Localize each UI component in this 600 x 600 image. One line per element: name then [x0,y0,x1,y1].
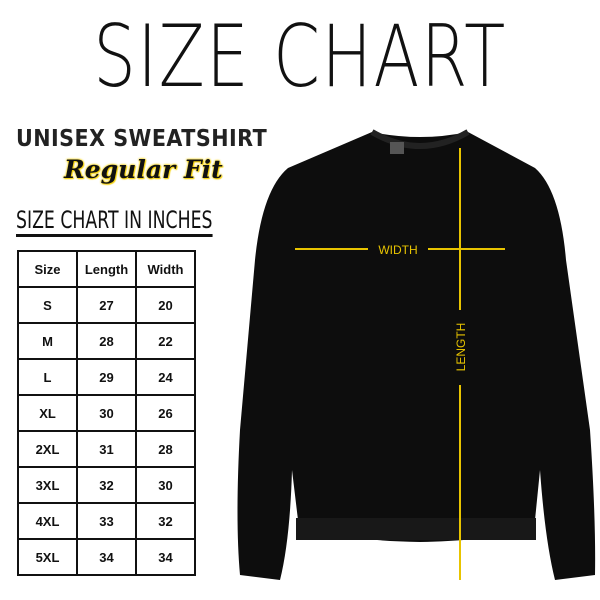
cell-length: 32 [76,466,137,504]
cell-width: 20 [135,286,196,324]
cell-size: 4XL [17,502,78,540]
table-row: S 27 20 [17,286,196,324]
table-row: M 28 22 [17,322,196,360]
table-row: XL 30 26 [17,394,196,432]
collar [370,129,470,149]
length-label: LENGTH [454,323,468,372]
table-row: 3XL 32 30 [17,466,196,504]
sweatshirt-image [237,132,596,580]
header-size: Size [17,250,78,288]
header-length: Length [76,250,137,288]
cell-width: 32 [135,502,196,540]
cell-width: 30 [135,466,196,504]
cell-size: 5XL [17,538,78,576]
table-row: L 29 24 [17,358,196,396]
cell-length: 33 [76,502,137,540]
cell-width: 24 [135,358,196,396]
neck-label [390,142,404,154]
cell-size: 2XL [17,430,78,468]
cell-size: L [17,358,78,396]
table-row: 4XL 33 32 [17,502,196,540]
table-row: 5XL 34 34 [17,538,196,576]
cell-length: 27 [76,286,137,324]
product-name: UNISEX SWEATSHIRT [16,126,268,152]
size-table: Size Length Width S 27 20 M 28 22 L 29 24 XL 30 26 2… [17,250,196,576]
cell-length: 34 [76,538,137,576]
width-label: WIDTH [378,243,417,257]
cell-length: 28 [76,322,137,360]
cell-width: 34 [135,538,196,576]
cell-width: 22 [135,322,196,360]
fit-label: Regular Fit [64,155,223,184]
table-row: 2XL 31 28 [17,430,196,468]
cell-length: 29 [76,358,137,396]
cell-length: 31 [76,430,137,468]
cell-size: S [17,286,78,324]
cell-size: XL [17,394,78,432]
cell-size: 3XL [17,466,78,504]
cell-width: 26 [135,394,196,432]
table-header-row: Size Length Width [17,250,196,288]
page-title: SIZE CHART [93,7,507,107]
units-heading: SIZE CHART IN INCHES [16,206,213,237]
cell-width: 28 [135,430,196,468]
header-width: Width [135,250,196,288]
waistband [296,518,536,540]
cell-size: M [17,322,78,360]
cell-length: 30 [76,394,137,432]
